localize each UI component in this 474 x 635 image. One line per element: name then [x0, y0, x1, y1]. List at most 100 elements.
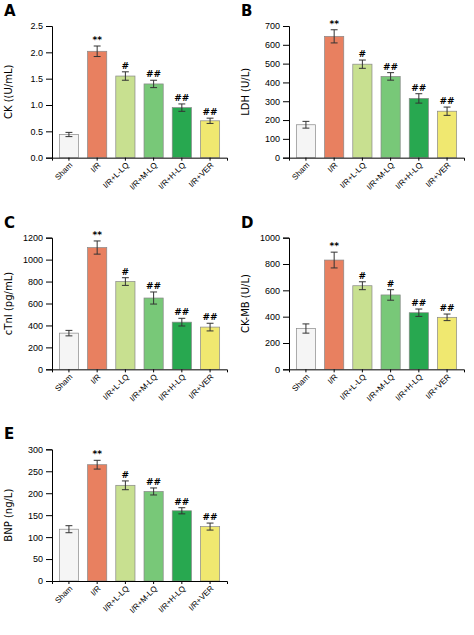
error-bar: [65, 526, 72, 533]
x-tick: I/R+VER: [187, 369, 216, 401]
error-cap: [415, 309, 422, 310]
bar: [200, 327, 219, 369]
x-axis-line: [290, 370, 465, 373]
significance-mark: ##: [146, 281, 161, 291]
significance-mark: ##: [411, 83, 426, 93]
x-tick: I/R+L-LQ: [338, 158, 367, 191]
annotations: **#######: [92, 449, 217, 522]
error-cap: [359, 68, 366, 69]
x-axis: ShamI/RI/R+L-LQI/R+M-LQI/R+H-LQI/R+VER: [53, 369, 228, 403]
error-stem: [181, 104, 182, 111]
y-tick-label: 300: [28, 445, 43, 455]
y-tick: 100: [28, 532, 52, 542]
error-stem: [334, 252, 335, 268]
y-tick-label: 1000: [260, 233, 280, 243]
x-tick: Sham: [290, 158, 311, 182]
x-tick-label: I/R: [326, 161, 340, 175]
error-cap: [150, 80, 157, 81]
error-cap: [150, 291, 157, 292]
x-tick: I/R+H-LQ: [157, 369, 187, 402]
y-tick-mark: [46, 537, 52, 538]
bar: [144, 84, 163, 158]
bar: [144, 298, 163, 369]
x-axis: ShamI/RI/R+L-LQI/R+M-LQI/R+H-LQI/R+VER: [53, 158, 228, 192]
significance-mark: ##: [440, 96, 455, 106]
x-tick-label: Sham: [53, 372, 74, 393]
y-tick-label: 800: [28, 277, 43, 287]
error-cap: [122, 277, 129, 278]
error-cap: [415, 103, 422, 104]
error-cap: [387, 72, 394, 73]
x-tick: I/R+L-LQ: [338, 369, 367, 402]
error-stem: [305, 121, 306, 128]
x-tick: I/R+VER: [424, 158, 453, 190]
y-tick: 600: [28, 299, 52, 309]
y-tick-mark: [46, 26, 52, 27]
y-tick-mark: [46, 158, 52, 159]
y-tick-label: 2.0: [30, 48, 43, 58]
error-stem: [210, 523, 211, 530]
error-cap: [302, 333, 309, 334]
y-axis-line: [283, 27, 290, 159]
significance-mark: ##: [174, 497, 189, 507]
error-cap: [331, 252, 338, 253]
x-tick-label: I/R+M-LQ: [365, 372, 396, 403]
y-tick-label: 100: [265, 134, 280, 144]
x-tick: I/R+H-LQ: [394, 369, 424, 402]
y-tick: 600: [265, 286, 289, 296]
error-stem: [68, 330, 69, 335]
plot-area: [59, 46, 219, 158]
y-tick: 300: [28, 445, 52, 455]
significance-mark: #: [122, 470, 130, 480]
significance-mark: **: [92, 35, 102, 45]
y-tick-mark: [283, 369, 289, 370]
y-tick: 400: [265, 312, 289, 322]
x-axis-line: [290, 158, 465, 161]
y-tick: 500: [265, 59, 289, 69]
y-tick-mark: [46, 515, 52, 516]
bar: [409, 313, 428, 370]
error-cap: [178, 513, 185, 514]
y-tick-mark: [283, 64, 289, 65]
x-tick-mark: [68, 581, 69, 584]
error-bar: [150, 488, 157, 495]
y-tick-mark: [283, 317, 289, 318]
y-axis: 050100150200250300: [28, 445, 53, 587]
bar: [88, 465, 107, 581]
plot-area: [296, 252, 456, 369]
y-tick-label: 400: [265, 78, 280, 88]
error-cap: [65, 335, 72, 336]
y-tick-label: 200: [265, 115, 280, 125]
error-stem: [68, 132, 69, 136]
x-tick: I/R+M-LQ: [365, 158, 396, 192]
y-tick: 1000: [260, 233, 289, 243]
y-tick-label: 500: [265, 59, 280, 69]
error-stem: [418, 94, 419, 103]
y-tick-mark: [283, 158, 289, 159]
x-tick-mark: [125, 581, 126, 584]
y-tick: 600: [265, 40, 289, 50]
x-tick-mark: [305, 369, 306, 372]
significance-mark: ##: [146, 69, 161, 79]
error-cap: [444, 314, 451, 315]
x-tick-label: I/R: [326, 372, 340, 386]
error-cap: [302, 121, 309, 122]
y-tick-mark: [46, 581, 52, 582]
error-bar: [207, 323, 214, 331]
y-tick-mark: [283, 139, 289, 140]
x-tick-mark: [153, 158, 154, 161]
error-stem: [210, 323, 211, 331]
error-stem: [362, 282, 363, 290]
x-tick-mark: [447, 158, 448, 161]
bar: [200, 121, 219, 158]
error-cap: [444, 115, 451, 116]
y-axis-title: cTnI (pg/mL): [3, 272, 14, 335]
panel-label: B: [241, 2, 252, 20]
error-stem: [447, 314, 448, 321]
error-stem: [68, 526, 69, 533]
error-bar: [65, 132, 72, 136]
plot-area: [296, 30, 456, 158]
bar: [88, 51, 107, 157]
y-tick-label: 700: [265, 21, 280, 31]
bar: [144, 491, 163, 581]
